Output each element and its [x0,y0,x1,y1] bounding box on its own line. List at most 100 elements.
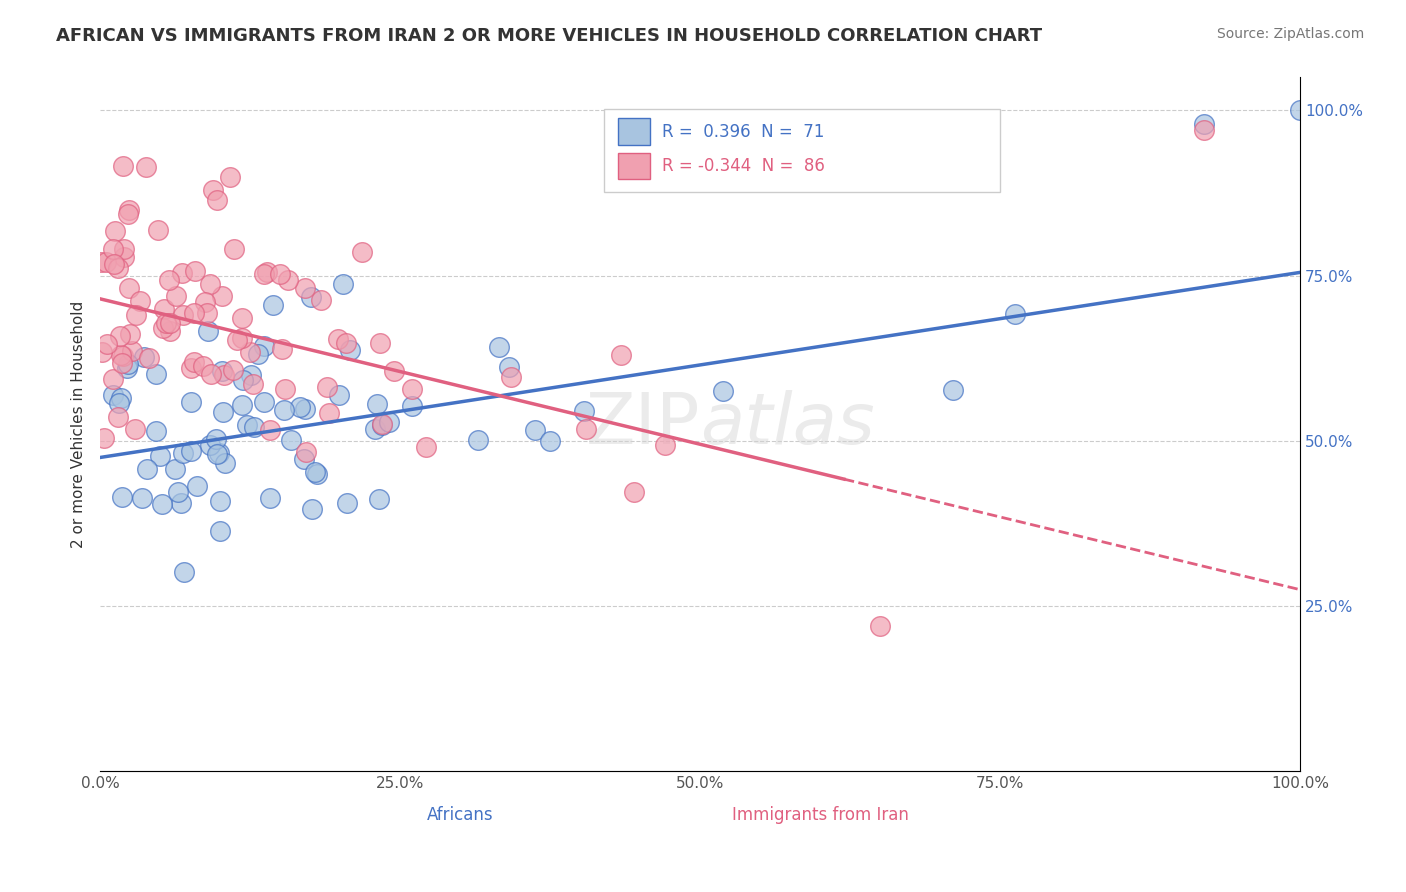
Point [104,224,127,238]
Point [498,359,520,374]
Point [363,422,385,436]
Point [253,267,276,281]
Point [271,342,294,356]
Point [145,424,167,438]
Point [711,384,734,398]
Point [129,293,152,308]
Text: R =  0.396  N =  71: R = 0.396 N = 71 [662,122,824,141]
Bar [619,119,650,145]
Point [1004,307,1026,321]
Point [107,261,129,276]
Point [366,397,388,411]
Point [194,294,217,309]
Point [538,434,561,448]
Point [232,373,254,387]
Point [211,364,233,378]
Point [575,422,598,436]
Point [274,382,297,396]
Text: Africans: Africans [427,806,494,824]
Point [326,332,349,346]
Point [295,445,318,459]
Text: atlas: atlas [700,390,875,458]
Point [108,396,131,410]
Point [273,403,295,417]
Point [307,467,329,481]
Point [173,565,195,579]
Point [197,324,219,338]
Point [256,265,278,279]
Point [623,485,645,500]
Point [111,349,134,363]
Point [205,446,228,460]
Point [172,266,194,280]
Point [236,417,259,432]
Point [157,272,180,286]
Text: AFRICAN VS IMMIGRANTS FROM IRAN 2 OR MORE VEHICLES IN HOUSEHOLD CORRELATION CHAR: AFRICAN VS IMMIGRANTS FROM IRAN 2 OR MOR… [56,27,1042,45]
Point [610,348,633,362]
Point [1192,123,1215,137]
Point [222,363,245,377]
FancyBboxPatch shape [605,109,1000,192]
Point [201,183,224,197]
Point [159,324,181,338]
Circle shape [380,808,409,825]
Point [93,431,115,445]
Y-axis label: 2 or more Vehicles in Household: 2 or more Vehicles in Household [72,301,86,548]
Point [112,250,135,264]
Point [304,465,326,479]
Point [247,346,270,360]
Point [239,368,262,382]
Point [186,479,208,493]
Point [654,438,676,452]
Point [332,277,354,291]
Point [523,423,546,437]
Point [231,330,253,344]
Point [103,257,125,271]
Point [222,242,245,256]
Text: R = -0.344  N =  86: R = -0.344 N = 86 [662,157,824,175]
Point [172,445,194,459]
Point [253,339,276,353]
Bar [619,153,650,179]
Point [467,433,489,447]
Point [262,298,284,312]
Point [219,170,242,185]
Point [207,193,229,207]
Point [180,444,202,458]
Point [205,432,228,446]
Point [280,433,302,447]
Point [367,492,389,507]
Point [115,361,138,376]
Point [231,311,253,326]
Point [368,336,391,351]
Point [370,417,392,431]
Point [294,281,316,295]
Point [238,345,260,359]
Point [165,462,187,476]
Point [214,456,236,470]
Point [153,302,176,317]
Point [118,327,141,342]
Point [152,321,174,335]
Point [208,446,231,460]
Point [112,242,135,256]
Point [110,348,132,362]
Point [1192,117,1215,131]
Point [135,160,157,174]
Point [208,524,231,538]
Point [132,350,155,364]
Point [371,417,394,432]
Point [211,288,233,302]
Point [165,289,187,303]
Point [1289,103,1312,118]
Point [159,316,181,330]
Point [942,383,965,397]
Point [108,329,131,343]
Point [148,223,170,237]
Point [125,308,148,322]
Point [90,255,112,269]
Point [328,388,350,402]
Text: ZIP: ZIP [585,390,700,458]
Point [103,372,125,386]
Point [401,399,423,413]
